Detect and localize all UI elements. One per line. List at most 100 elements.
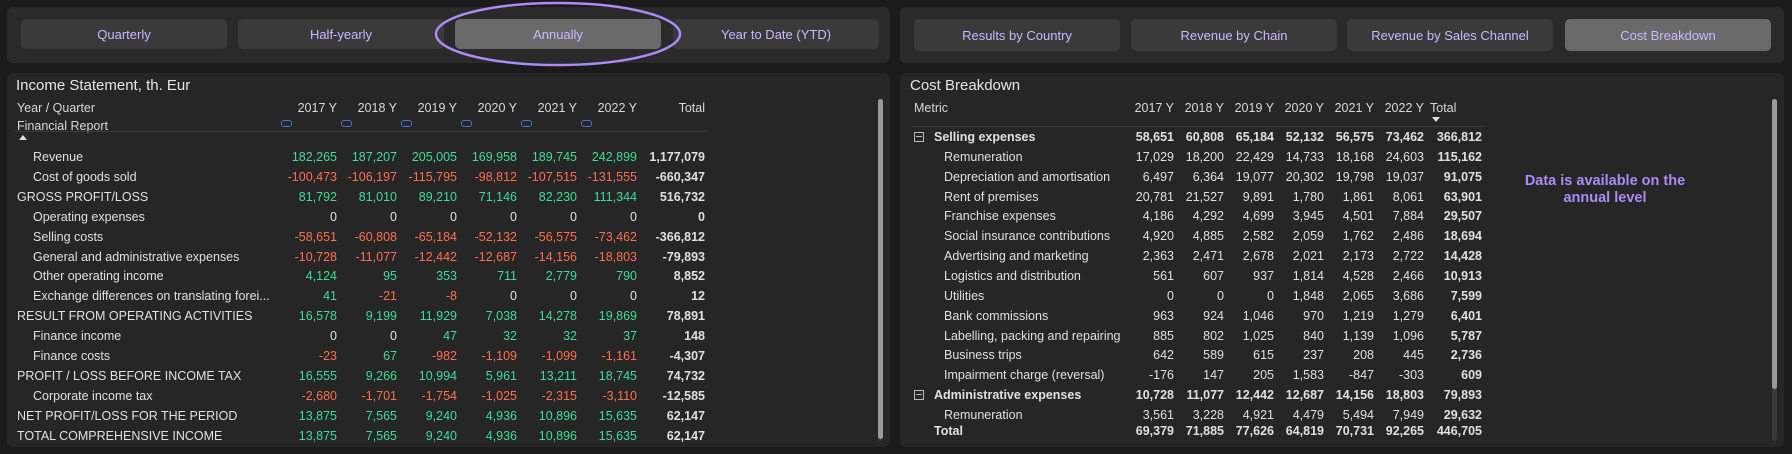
value-cell: 62,147 <box>666 428 705 443</box>
value-cell: 74,732 <box>666 368 705 383</box>
value-cell: 0 <box>1217 288 1224 303</box>
value-cell: -107,515 <box>527 169 577 184</box>
tab-button[interactable]: Results by Country <box>914 19 1120 51</box>
value-cell: 52,132 <box>1285 130 1324 144</box>
value-cell: 790 <box>616 269 637 284</box>
tab-button[interactable]: Cost Breakdown <box>1565 19 1771 51</box>
value-cell: 7,949 <box>1392 407 1424 422</box>
value-cell: 561 <box>1153 268 1174 283</box>
header-row: Year / Quarter 2017 Y 2018 Y 2019 Y 2020 Y 20… <box>7 98 867 118</box>
value-cell: 0 <box>570 209 577 224</box>
header-cell: Total <box>678 101 705 115</box>
collapse-toggle[interactable] <box>914 132 924 142</box>
value-cell: 6,401 <box>1450 308 1482 323</box>
value-cell: 79,893 <box>1443 388 1482 403</box>
value-cell: 2,466 <box>1392 268 1424 283</box>
value-cell: -847 <box>1348 368 1374 383</box>
value-cell: 353 <box>436 269 457 284</box>
value-cell: 1,814 <box>1292 268 1324 283</box>
value-cell: 9,199 <box>365 309 397 324</box>
tab-button[interactable]: Revenue by Chain <box>1131 19 1337 51</box>
table-body: Revenue 182,265 187,207 205,005 169,958 189,7… <box>7 73 867 445</box>
value-cell: 10,896 <box>538 428 577 443</box>
scrollbar <box>878 99 883 441</box>
value-cell: 445 <box>1403 348 1424 363</box>
value-cell: 81,792 <box>298 189 337 204</box>
value-cell: 0 <box>698 209 705 224</box>
value-cell: 0 <box>570 289 577 304</box>
group-row: GROSS PROFIT/LOSS 81,792 81,010 89,210 71,14… <box>7 187 867 207</box>
table-body: Selling expenses 58,651 60,808 65,184 52,132… <box>900 73 1760 423</box>
header-cell: 2020 Y <box>1284 101 1324 115</box>
value-cell: 18,168 <box>1335 149 1374 164</box>
value-cell: 73,462 <box>1385 130 1424 144</box>
value-cell: -8 <box>445 289 457 304</box>
value-cell: 19,077 <box>1235 169 1274 184</box>
value-cell: -131,555 <box>587 169 637 184</box>
value-cell: 2,059 <box>1292 229 1324 244</box>
value-cell: 924 <box>1203 308 1224 323</box>
row-label: Depreciation and amortisation <box>944 169 1111 184</box>
header-cell: 2017 Y <box>297 101 337 115</box>
value-cell: 22,429 <box>1235 149 1274 164</box>
value-cell: 615 <box>1253 348 1274 363</box>
value-cell: -2,680 <box>301 388 337 403</box>
data-row: Utilities 0 0 0 1,848 2,065 3,686 7,599 <box>900 286 1760 306</box>
group-row: Administrative expenses 10,728 11,077 12,44… <box>900 385 1760 405</box>
value-cell: 32 <box>563 329 577 344</box>
value-cell: 9,240 <box>425 408 457 423</box>
value-cell: -4,307 <box>669 349 705 363</box>
value-cell: 0 <box>630 209 637 224</box>
tab-button[interactable]: Annually <box>455 19 661 49</box>
value-cell: -73,462 <box>594 229 637 244</box>
collapse-toggle[interactable] <box>914 390 924 401</box>
header-cell: 2018 Y <box>357 101 397 115</box>
value-cell: 63,901 <box>1443 189 1482 204</box>
row-label: Advertising and marketing <box>944 249 1089 264</box>
link-icon <box>521 120 532 127</box>
value-cell: 642 <box>1153 348 1174 363</box>
tab-button[interactable]: Half-yearly <box>238 19 444 49</box>
header-divider <box>15 131 707 132</box>
value-cell: -1,099 <box>541 349 577 363</box>
value-cell: 609 <box>1461 368 1482 383</box>
value-cell: -1,109 <box>481 349 517 363</box>
value-cell: 970 <box>1303 308 1324 323</box>
value-cell: -982 <box>431 349 457 363</box>
data-row: Remuneration 17,029 18,200 22,429 14,733 18,1… <box>900 147 1760 167</box>
tab-button[interactable]: Year to Date (YTD) <box>673 19 879 49</box>
value-cell: 4,479 <box>1292 407 1324 422</box>
value-cell: 60,808 <box>1185 130 1224 144</box>
tab-button[interactable]: Revenue by Sales Channel <box>1347 19 1553 51</box>
value-cell: -1,161 <box>601 349 637 363</box>
link-icon <box>461 120 472 127</box>
value-cell: -10,728 <box>294 249 337 264</box>
scrollbar <box>1772 99 1777 441</box>
value-cell: 6,364 <box>1192 169 1224 184</box>
value-cell: 2,722 <box>1392 249 1424 264</box>
row-label: Finance income <box>33 329 122 344</box>
row-label: General and administrative expenses <box>33 249 240 264</box>
data-row: Finance income 0 0 47 32 32 37 148 <box>7 326 867 346</box>
value-cell: -176 <box>1148 368 1174 383</box>
value-cell: 0 <box>1167 288 1174 303</box>
value-cell: 82,230 <box>538 189 577 204</box>
data-row: Other operating income 4,124 95 353 711 2,779… <box>7 266 867 286</box>
value-cell: 7,565 <box>365 428 397 443</box>
data-row: Impairment charge (reversal) -176 147 205 1,… <box>900 365 1760 385</box>
row-label: Labelling, packing and repairing <box>944 328 1120 343</box>
row-label: Finance costs <box>33 349 111 363</box>
row-label: Administrative expenses <box>934 388 1082 403</box>
value-cell: 19,869 <box>598 309 637 324</box>
value-cell: 0 <box>330 329 337 344</box>
value-cell: 0 <box>330 209 337 224</box>
value-cell: 71,146 <box>478 189 517 204</box>
value-cell: -12,687 <box>474 249 517 264</box>
value-cell: 14,733 <box>1285 149 1324 164</box>
tab-button[interactable]: Quarterly <box>21 19 227 49</box>
value-cell: 15,635 <box>598 428 637 443</box>
value-cell: 937 <box>1253 268 1274 283</box>
value-cell: 366,812 <box>1436 130 1482 144</box>
value-cell: 205 <box>1253 368 1274 383</box>
